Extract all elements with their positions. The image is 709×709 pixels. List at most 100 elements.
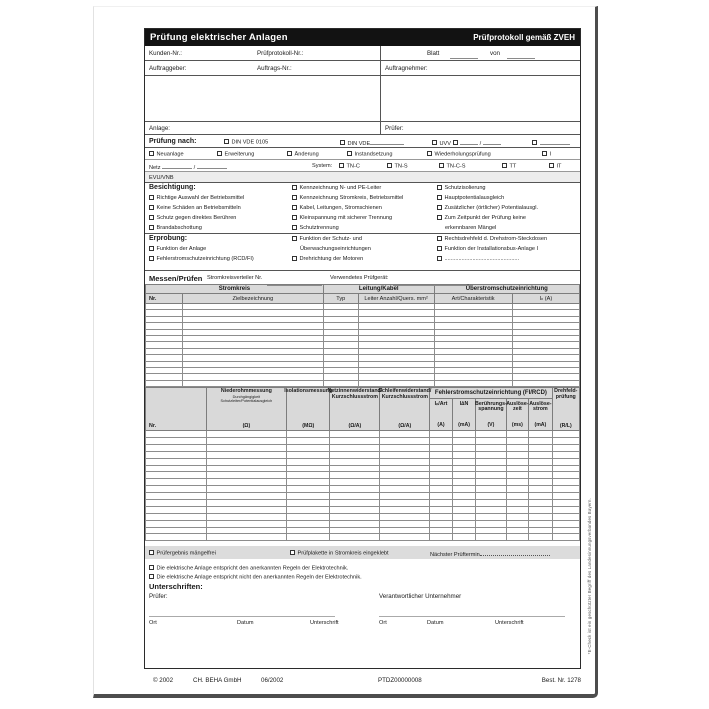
empty-cell[interactable] (551, 512, 581, 521)
checkbox[interactable] (437, 255, 442, 261)
empty-cell[interactable] (451, 492, 477, 500)
checkbox[interactable] (292, 224, 297, 230)
empty-cell[interactable] (329, 450, 381, 459)
empty-cell[interactable] (551, 485, 581, 494)
empty-cell[interactable] (205, 450, 288, 459)
checkbox[interactable] (149, 224, 154, 230)
empty-cell[interactable] (286, 526, 331, 535)
empty-cell[interactable] (181, 379, 324, 388)
empty-cell[interactable] (286, 471, 331, 480)
empty-cell[interactable] (505, 436, 530, 445)
signature-line-left[interactable] (149, 616, 335, 618)
checkbox[interactable] (387, 163, 392, 168)
empty-cell[interactable] (451, 478, 477, 487)
empty-cell[interactable] (145, 533, 207, 542)
checkbox[interactable] (292, 194, 297, 200)
empty-cell[interactable] (505, 464, 530, 473)
empty-cell[interactable] (551, 436, 581, 445)
empty-cell[interactable] (205, 430, 288, 438)
empty-cell[interactable] (475, 505, 507, 514)
checkbox[interactable] (549, 163, 554, 168)
empty-cell[interactable] (511, 309, 581, 317)
empty-cell[interactable] (511, 360, 581, 368)
empty-cell[interactable] (205, 457, 288, 466)
empty-cell[interactable] (451, 505, 477, 514)
checkbox[interactable] (292, 204, 297, 210)
von-blank[interactable] (507, 53, 535, 59)
checkbox[interactable] (149, 255, 154, 261)
empty-cell[interactable] (528, 519, 553, 528)
empty-cell[interactable] (286, 505, 331, 514)
empty-cell[interactable] (145, 379, 183, 388)
empty-cell[interactable] (528, 512, 553, 521)
empty-cell[interactable] (181, 341, 324, 349)
empty-cell[interactable] (205, 526, 288, 535)
empty-cell[interactable] (379, 519, 431, 528)
empty-cell[interactable] (551, 464, 581, 473)
empty-cell[interactable] (181, 302, 324, 311)
empty-cell[interactable] (145, 471, 207, 480)
empty-cell[interactable] (505, 430, 530, 438)
empty-cell[interactable] (551, 478, 581, 487)
empty-cell[interactable] (379, 526, 431, 535)
empty-cell[interactable] (286, 485, 331, 494)
empty-cell[interactable] (429, 526, 453, 535)
empty-cell[interactable] (181, 322, 324, 330)
empty-cell[interactable] (429, 512, 453, 521)
empty-cell[interactable] (528, 492, 553, 500)
empty-cell[interactable] (528, 443, 553, 452)
checkbox[interactable] (347, 151, 352, 156)
empty-cell[interactable] (145, 464, 207, 473)
empty-cell[interactable] (205, 485, 288, 494)
checkbox[interactable] (437, 184, 442, 190)
empty-cell[interactable] (145, 498, 207, 507)
empty-cell[interactable] (551, 443, 581, 452)
empty-cell[interactable] (181, 373, 324, 381)
checkbox[interactable] (149, 549, 154, 555)
empty-cell[interactable] (451, 519, 477, 528)
empty-cell[interactable] (528, 450, 553, 459)
empty-cell[interactable] (429, 478, 453, 487)
empty-cell[interactable] (181, 366, 324, 375)
empty-cell[interactable] (145, 526, 207, 535)
empty-cell[interactable] (475, 443, 507, 452)
empty-cell[interactable] (145, 443, 207, 452)
empty-cell[interactable] (329, 430, 381, 438)
empty-cell[interactable] (511, 322, 581, 330)
empty-cell[interactable] (205, 512, 288, 521)
empty-cell[interactable] (429, 505, 453, 514)
empty-cell[interactable] (329, 485, 381, 494)
empty-cell[interactable] (475, 519, 507, 528)
empty-cell[interactable] (205, 436, 288, 445)
checkbox[interactable] (427, 151, 432, 156)
empty-cell[interactable] (511, 315, 581, 324)
empty-cell[interactable] (379, 533, 431, 542)
empty-cell[interactable] (329, 512, 381, 521)
checkbox[interactable] (292, 184, 297, 190)
empty-cell[interactable] (505, 505, 530, 514)
empty-cell[interactable] (451, 533, 477, 542)
empty-cell[interactable] (511, 341, 581, 349)
empty-cell[interactable] (329, 478, 381, 487)
empty-cell[interactable] (286, 430, 331, 438)
empty-cell[interactable] (429, 533, 453, 542)
empty-cell[interactable] (505, 533, 530, 542)
checkbox[interactable] (290, 549, 295, 555)
checkbox[interactable] (217, 151, 222, 156)
empty-cell[interactable] (505, 526, 530, 535)
empty-cell[interactable] (145, 505, 207, 514)
empty-cell[interactable] (329, 519, 381, 528)
empty-cell[interactable] (145, 450, 207, 459)
checkbox[interactable] (149, 565, 154, 571)
empty-cell[interactable] (429, 436, 453, 445)
empty-cell[interactable] (379, 492, 431, 500)
empty-cell[interactable] (379, 450, 431, 459)
empty-cell[interactable] (429, 457, 453, 466)
empty-cell[interactable] (145, 430, 207, 438)
empty-cell[interactable] (505, 457, 530, 466)
empty-cell[interactable] (205, 519, 288, 528)
signature-line-right[interactable] (379, 616, 565, 618)
empty-cell[interactable] (181, 328, 324, 336)
empty-cell[interactable] (551, 430, 581, 438)
empty-cell[interactable] (505, 485, 530, 494)
